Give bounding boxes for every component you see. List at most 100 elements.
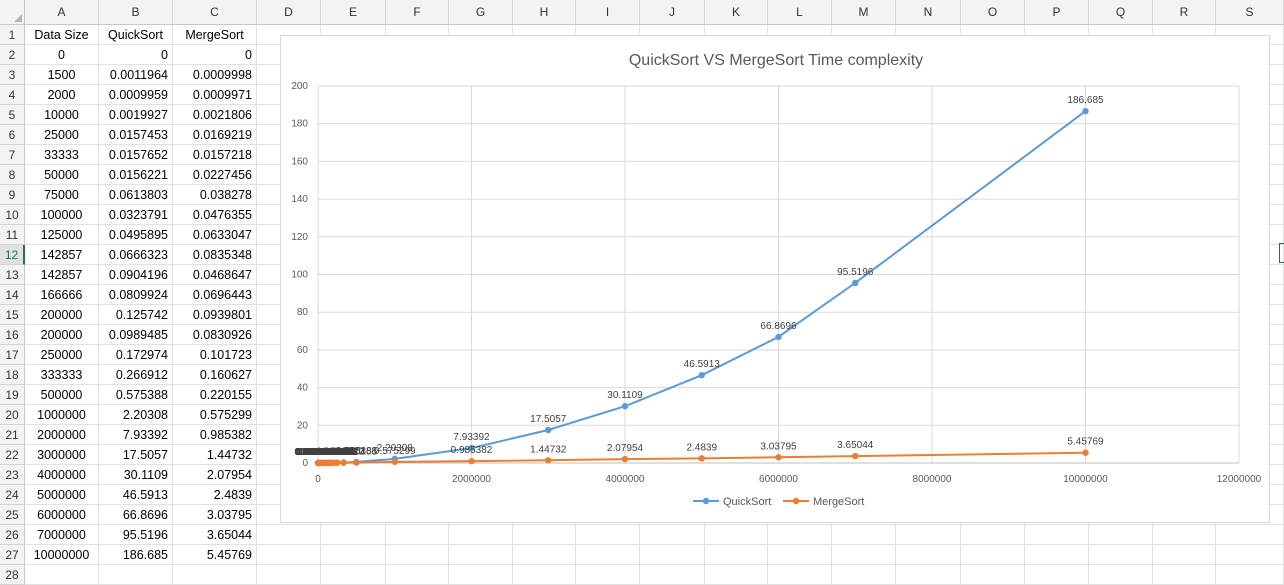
table-cell[interactable]: 1500 — [25, 65, 99, 85]
column-header-f[interactable]: F — [386, 0, 449, 25]
table-cell[interactable]: 75000 — [25, 185, 99, 205]
table-cell[interactable]: 250000 — [25, 345, 99, 365]
empty-cell[interactable] — [705, 545, 768, 565]
empty-cell[interactable] — [1153, 525, 1216, 545]
table-cell[interactable]: 200000 — [25, 305, 99, 325]
table-cell[interactable]: 1000000 — [25, 405, 99, 425]
table-cell[interactable]: 3.65044 — [173, 525, 257, 545]
table-cell[interactable]: 0.985382 — [173, 425, 257, 445]
empty-cell[interactable] — [1089, 545, 1153, 565]
table-cell[interactable]: 2000000 — [25, 425, 99, 445]
table-cell[interactable]: 333333 — [25, 365, 99, 385]
column-header-e[interactable]: E — [321, 0, 386, 25]
row-header-24[interactable]: 24 — [0, 485, 25, 505]
row-header-23[interactable]: 23 — [0, 465, 25, 485]
row-header-4[interactable]: 4 — [0, 85, 25, 105]
column-header-o[interactable]: O — [961, 0, 1025, 25]
row-header-26[interactable]: 26 — [0, 525, 25, 545]
table-cell[interactable]: 0.0156221 — [99, 165, 173, 185]
header-cell[interactable]: Data Size — [25, 25, 99, 45]
empty-cell[interactable] — [1089, 525, 1153, 545]
row-header-1[interactable]: 1 — [0, 25, 25, 45]
table-cell[interactable]: 0.575299 — [173, 405, 257, 425]
table-cell[interactable]: 0.0904196 — [99, 265, 173, 285]
empty-cell[interactable] — [832, 545, 896, 565]
empty-cell[interactable] — [1153, 545, 1216, 565]
table-cell[interactable]: 95.5196 — [99, 525, 173, 545]
empty-cell[interactable] — [961, 545, 1025, 565]
row-header-3[interactable]: 3 — [0, 65, 25, 85]
empty-cell[interactable] — [513, 525, 576, 545]
table-cell[interactable]: 0.0009971 — [173, 85, 257, 105]
column-header-h[interactable]: H — [513, 0, 576, 25]
empty-cell[interactable] — [1089, 565, 1153, 585]
row-header-8[interactable]: 8 — [0, 165, 25, 185]
table-cell[interactable]: 10000000 — [25, 545, 99, 565]
empty-cell[interactable] — [321, 525, 386, 545]
table-cell[interactable]: 0.125742 — [99, 305, 173, 325]
table-cell[interactable]: 0.0666323 — [99, 245, 173, 265]
table-cell[interactable]: 0.0633047 — [173, 225, 257, 245]
table-cell[interactable]: 0.0939801 — [173, 305, 257, 325]
row-header-13[interactable]: 13 — [0, 265, 25, 285]
row-header-19[interactable]: 19 — [0, 385, 25, 405]
table-cell[interactable]: 0.0169219 — [173, 125, 257, 145]
column-header-b[interactable]: B — [99, 0, 173, 25]
table-cell[interactable]: 0 — [99, 45, 173, 65]
table-cell[interactable]: 166666 — [25, 285, 99, 305]
table-cell[interactable]: 17.5057 — [99, 445, 173, 465]
table-cell[interactable]: 0.220155 — [173, 385, 257, 405]
table-cell[interactable]: 0.0227456 — [173, 165, 257, 185]
empty-cell[interactable] — [961, 565, 1025, 585]
column-header-r[interactable]: R — [1153, 0, 1216, 25]
empty-cell[interactable] — [705, 565, 768, 585]
table-cell[interactable]: 5.45769 — [173, 545, 257, 565]
empty-cell[interactable] — [513, 545, 576, 565]
table-cell[interactable]: 0.0468647 — [173, 265, 257, 285]
empty-cell[interactable] — [768, 545, 832, 565]
table-cell[interactable]: 33333 — [25, 145, 99, 165]
table-cell[interactable]: 200000 — [25, 325, 99, 345]
table-cell[interactable]: 7.93392 — [99, 425, 173, 445]
table-cell[interactable]: 2.4839 — [173, 485, 257, 505]
table-cell[interactable]: 0 — [25, 45, 99, 65]
empty-cell[interactable] — [513, 565, 576, 585]
row-header-14[interactable]: 14 — [0, 285, 25, 305]
empty-cell[interactable] — [768, 525, 832, 545]
row-header-27[interactable]: 27 — [0, 545, 25, 565]
empty-cell[interactable] — [832, 565, 896, 585]
empty-cell[interactable] — [1216, 525, 1284, 545]
header-cell[interactable]: QuickSort — [99, 25, 173, 45]
empty-cell[interactable] — [321, 545, 386, 565]
column-header-q[interactable]: Q — [1089, 0, 1153, 25]
table-cell[interactable]: 0.0009959 — [99, 85, 173, 105]
table-cell[interactable]: 2.07954 — [173, 465, 257, 485]
table-cell[interactable]: 0.0495895 — [99, 225, 173, 245]
empty-cell[interactable] — [386, 565, 449, 585]
empty-cell[interactable] — [640, 565, 705, 585]
line-chart[interactable]: QuickSort VS MergeSort Time complexity 0 2… — [280, 35, 1270, 523]
empty-cell[interactable] — [576, 565, 640, 585]
row-header-11[interactable]: 11 — [0, 225, 25, 245]
table-cell[interactable]: 0.160627 — [173, 365, 257, 385]
empty-cell[interactable] — [321, 565, 386, 585]
empty-cell[interactable] — [1216, 565, 1284, 585]
table-cell[interactable]: 100000 — [25, 205, 99, 225]
table-cell[interactable]: 0.0323791 — [99, 205, 173, 225]
row-header-22[interactable]: 22 — [0, 445, 25, 465]
table-cell[interactable]: 500000 — [25, 385, 99, 405]
column-header-j[interactable]: J — [640, 0, 705, 25]
empty-cell[interactable] — [896, 565, 961, 585]
select-all-corner[interactable] — [0, 0, 25, 25]
table-cell[interactable]: 0.0019927 — [99, 105, 173, 125]
empty-cell[interactable] — [449, 545, 513, 565]
empty-cell[interactable] — [961, 525, 1025, 545]
table-cell[interactable]: 50000 — [25, 165, 99, 185]
empty-cell[interactable] — [386, 525, 449, 545]
empty-cell[interactable] — [1025, 565, 1089, 585]
empty-cell[interactable] — [257, 525, 321, 545]
table-cell[interactable]: 0.0157218 — [173, 145, 257, 165]
empty-cell[interactable] — [386, 545, 449, 565]
column-header-p[interactable]: P — [1025, 0, 1089, 25]
table-cell[interactable]: 0.0011964 — [99, 65, 173, 85]
